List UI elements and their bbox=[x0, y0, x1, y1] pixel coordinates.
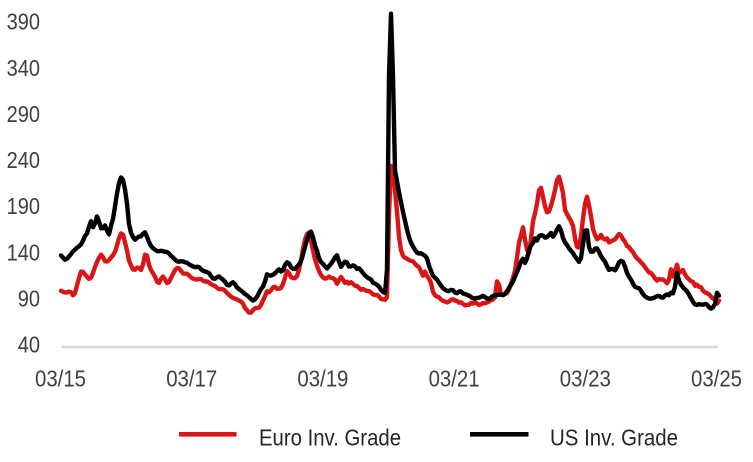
svg-text:390: 390 bbox=[7, 9, 40, 35]
svg-text:140: 140 bbox=[7, 239, 40, 265]
svg-text:340: 340 bbox=[7, 55, 40, 81]
svg-text:03/17: 03/17 bbox=[166, 365, 217, 391]
svg-text:90: 90 bbox=[18, 285, 40, 311]
svg-text:US Inv. Grade: US Inv. Grade bbox=[550, 424, 678, 450]
svg-text:03/25: 03/25 bbox=[691, 365, 742, 391]
svg-text:190: 190 bbox=[7, 193, 40, 219]
svg-text:03/23: 03/23 bbox=[560, 365, 611, 391]
svg-text:240: 240 bbox=[7, 147, 40, 173]
svg-text:290: 290 bbox=[7, 101, 40, 127]
svg-text:03/19: 03/19 bbox=[297, 365, 348, 391]
svg-text:03/21: 03/21 bbox=[429, 365, 480, 391]
svg-text:03/15: 03/15 bbox=[35, 365, 86, 391]
svg-text:40: 40 bbox=[18, 332, 40, 358]
svg-text:Euro Inv. Grade: Euro Inv. Grade bbox=[259, 424, 401, 450]
